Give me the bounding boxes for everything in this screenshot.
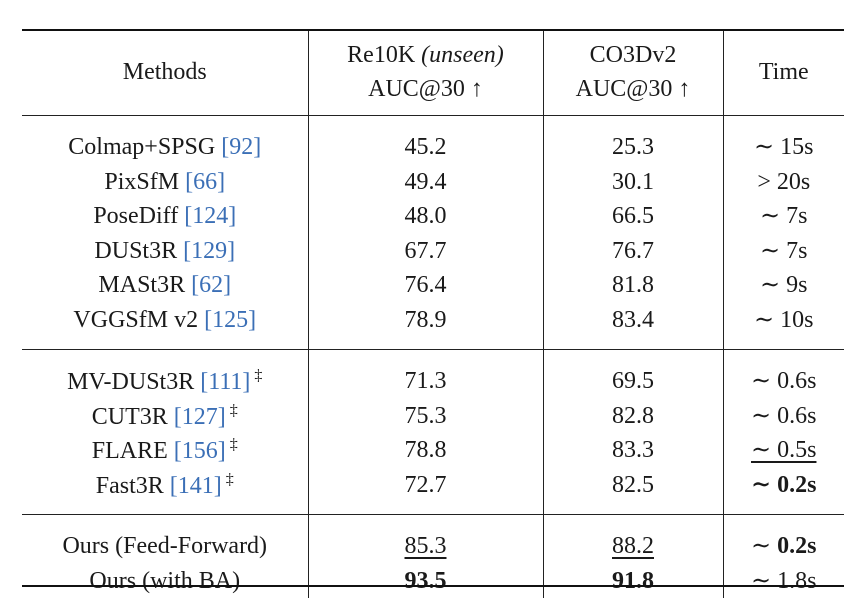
table-row: CUT3R [127] ‡ 75.3 82.8 ∼ 0.6s [22, 398, 844, 433]
table-row: DUSt3R [129] 67.7 76.7 ∼ 7s [22, 233, 844, 268]
table-row: MV-DUSt3R [111] ‡ 71.3 69.5 ∼ 0.6s [22, 364, 844, 399]
header-time: Time [722, 29, 844, 116]
method-cell: Colmap+SPSG [92] [68, 134, 262, 161]
header-co3d: CO3Dv2 AUC@30 ↑ [542, 29, 723, 116]
table-row: PoseDiff [124] 48.0 66.5 ∼ 7s [22, 199, 844, 234]
table-row: VGGSfM v2 [125] 78.9 83.4 ∼ 10s [22, 302, 844, 337]
table-row: FLARE [156] ‡ 78.8 83.3 ∼ 0.5s [22, 433, 844, 468]
method-cell: Fast3R [141] ‡ [95, 470, 234, 499]
method-cell: FLARE [156] ‡ [91, 436, 238, 465]
method-cell: Ours (with BA) [89, 567, 241, 594]
method-cell: PixSfM [66] [104, 168, 226, 195]
method-cell: VGGSfM v2 [125] [73, 306, 257, 333]
method-cell: PoseDiff [124] [93, 203, 237, 230]
table-row: Ours (with BA) 93.5 91.8 ∼ 1.8s [22, 563, 844, 598]
method-cell: Ours (Feed-Forward) [62, 533, 268, 560]
header-re10k: Re10K (unseen) AUC@30 ↑ [307, 29, 543, 116]
table-row: Ours (Feed-Forward) 85.3 88.2 ∼ 0.2s [22, 529, 844, 564]
bottom-rule [22, 585, 844, 587]
table-row: MASt3R [62] 76.4 81.8 ∼ 9s [22, 268, 844, 303]
method-cell: DUSt3R [129] [94, 237, 236, 264]
method-cell: CUT3R [127] ‡ [91, 401, 238, 430]
header-row: Methods Re10K (unseen) AUC@30 ↑ CO3Dv2 A… [22, 29, 844, 116]
method-cell: MASt3R [62] [98, 272, 232, 299]
pose-estimation-table: Methods Re10K (unseen) AUC@30 ↑ CO3Dv2 A… [22, 29, 844, 598]
method-cell: MV-DUSt3R [111] ‡ [67, 367, 263, 396]
table-row: Fast3R [141] ‡ 72.7 82.5 ∼ 0.2s [22, 467, 844, 502]
table-row: Colmap+SPSG [92] 45.2 25.3 ∼ 15s [22, 130, 844, 165]
header-methods: Methods [22, 29, 308, 116]
table-row: PixSfM [66] 49.4 30.1 > 20s [22, 164, 844, 199]
